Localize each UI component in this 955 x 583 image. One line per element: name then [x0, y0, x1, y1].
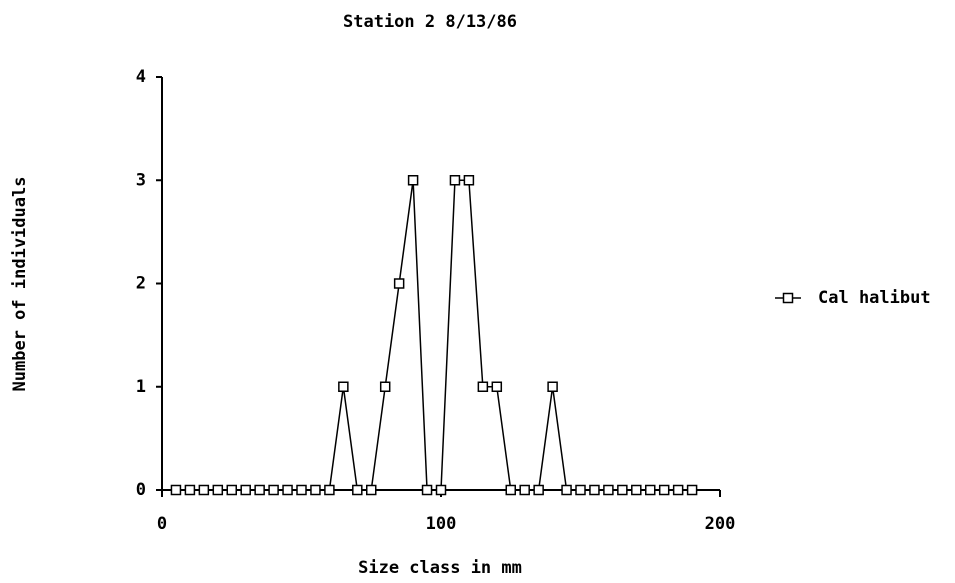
marker: [240, 484, 251, 496]
y-tick-label: 4: [136, 67, 146, 87]
chart-title: Station 2 8/13/86: [343, 12, 517, 32]
x-axis-label: Size class in mm: [358, 558, 522, 578]
marker: [352, 484, 363, 496]
marker: [184, 484, 196, 496]
x-tick-label: 200: [705, 514, 736, 534]
marker: [170, 484, 182, 496]
marker: [617, 484, 628, 496]
marker: [686, 484, 698, 496]
marker: [603, 484, 614, 496]
marker: [491, 381, 503, 392]
legend-marker: [782, 292, 794, 304]
marker: [631, 484, 642, 496]
marker: [645, 484, 656, 496]
marker: [393, 278, 405, 289]
marker: [449, 175, 461, 186]
marker: [463, 175, 475, 186]
marker: [366, 484, 377, 496]
marker: [282, 484, 293, 496]
marker: [310, 484, 321, 496]
y-tick-label: 1: [136, 377, 146, 397]
marker: [379, 381, 391, 392]
marker: [658, 484, 670, 496]
marker: [547, 381, 558, 392]
marker: [575, 484, 586, 496]
legend-label: Cal halibut: [818, 288, 931, 308]
marker: [212, 484, 224, 496]
marker: [435, 484, 447, 496]
marker: [226, 484, 237, 496]
x-tick-label: 100: [426, 514, 457, 534]
marker: [589, 484, 600, 496]
marker: [324, 484, 335, 496]
x-tick-label: 0: [157, 514, 167, 534]
marker: [561, 484, 572, 496]
marker: [198, 484, 210, 496]
marker: [505, 484, 516, 496]
marker: [519, 484, 530, 496]
y-tick-label: 0: [136, 480, 146, 500]
y-tick-label: 3: [136, 170, 146, 190]
marker: [296, 484, 307, 496]
y-tick-label: 2: [136, 274, 146, 294]
marker: [254, 484, 265, 496]
marker: [672, 484, 684, 496]
marker: [533, 484, 544, 496]
marker: [421, 484, 433, 496]
series-line: [175, 179, 693, 491]
y-axis-label: Number of individuals: [10, 177, 30, 392]
marker: [268, 484, 279, 496]
marker: [477, 381, 489, 392]
marker: [407, 175, 419, 186]
marker: [338, 381, 349, 392]
